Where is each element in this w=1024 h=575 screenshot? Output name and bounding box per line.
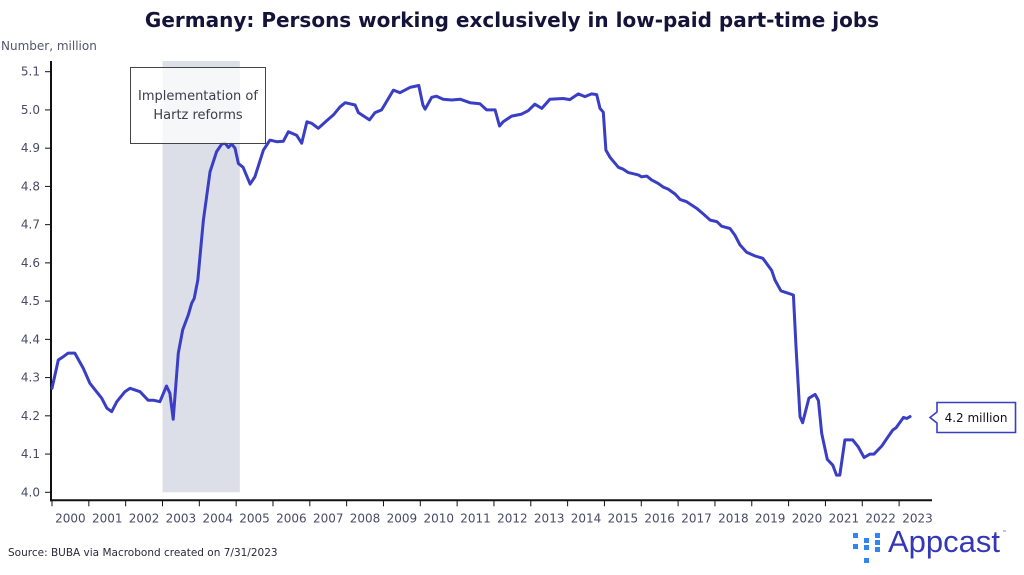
- x-tick-label: 2003: [166, 511, 197, 525]
- y-tick-label: 4.4: [21, 332, 40, 346]
- y-axis-label: Number, million: [1, 39, 97, 53]
- x-tick-label: 2001: [92, 511, 123, 525]
- x-tick-label: 2004: [202, 511, 233, 525]
- x-tick-label: 2002: [129, 511, 160, 525]
- x-tick-label: 2006: [276, 511, 307, 525]
- y-tick-label: 4.0: [21, 485, 40, 499]
- series-line: [50, 84, 912, 477]
- y-tick-label: 4.8: [21, 179, 40, 193]
- x-tick-label: 2017: [681, 511, 712, 525]
- x-tick-label: 2018: [718, 511, 749, 525]
- y-tick-label: 5.1: [21, 65, 40, 79]
- y-tick-label: 4.9: [21, 141, 40, 155]
- y-tick-label: 4.6: [21, 256, 40, 270]
- logo-trademark: ™: [1002, 530, 1007, 536]
- source-note: Source: BUBA via Macrobond created on 7/…: [8, 547, 278, 559]
- y-tick-label: 5.0: [21, 103, 40, 117]
- x-tick-label: 2009: [387, 511, 418, 525]
- x-tick-label: 2012: [497, 511, 528, 525]
- y-tick-label: 4.7: [21, 218, 40, 232]
- end-label: 4.2 million: [945, 411, 1008, 425]
- x-tick-label: 2005: [239, 511, 270, 525]
- x-tick-label: 2014: [571, 511, 602, 525]
- appcast-dots-icon: [853, 533, 880, 563]
- y-tick-label: 4.5: [21, 294, 40, 308]
- x-tick-label: 2000: [55, 511, 86, 525]
- x-tick-label: 2007: [313, 511, 344, 525]
- x-tick-label: 2021: [829, 511, 860, 525]
- x-tick-label: 2015: [608, 511, 639, 525]
- x-tick-label: 2020: [792, 511, 823, 525]
- end-label-callout: [928, 401, 1017, 434]
- y-tick-label: 4.3: [21, 371, 40, 385]
- chart-title: Germany: Persons working exclusively in …: [144, 8, 880, 32]
- x-tick-label: 2013: [534, 511, 565, 525]
- annotation-text: Implementation of Hartz reforms: [138, 89, 258, 123]
- x-tick-label: 2016: [644, 511, 675, 525]
- x-tick-label: 2023: [902, 511, 933, 525]
- y-tick-label: 4.2: [21, 409, 40, 423]
- x-tick-label: 2010: [423, 511, 454, 525]
- x-tick-label: 2019: [755, 511, 786, 525]
- annotation-box: [130, 67, 266, 144]
- x-tick-label: 2011: [460, 511, 491, 525]
- x-tick-label: 2022: [865, 511, 896, 525]
- x-tick-label: 2008: [350, 511, 381, 525]
- y-tick-label: 4.1: [21, 447, 40, 461]
- logo-wordmark: Appcast: [888, 524, 1001, 559]
